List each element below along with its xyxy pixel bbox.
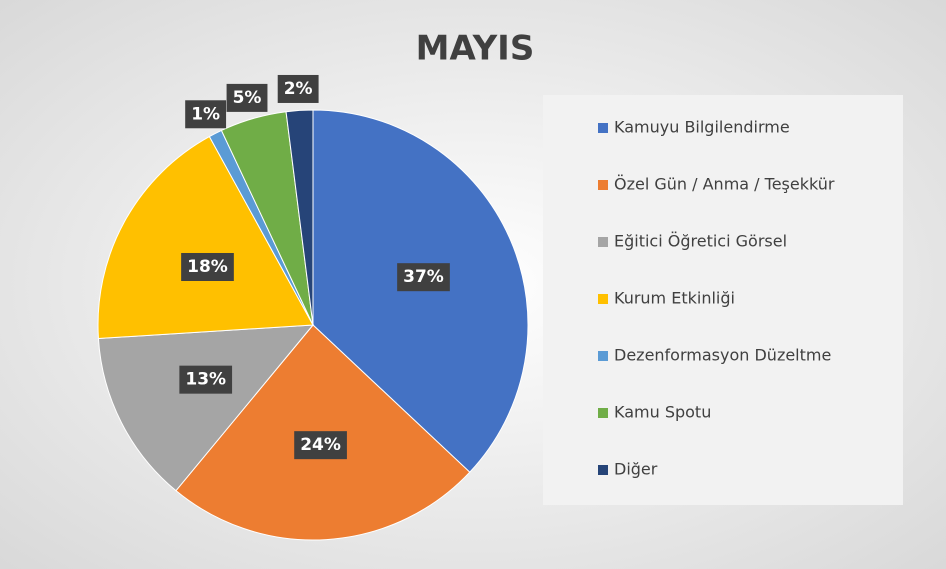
data-label-box xyxy=(294,431,347,460)
data-label-box xyxy=(226,83,268,112)
data-label: 13% xyxy=(185,370,226,390)
legend-swatch xyxy=(598,408,608,418)
pie-slice xyxy=(285,109,314,326)
data-label: 2% xyxy=(284,79,313,99)
legend-label: Eğitici Öğretici Görsel xyxy=(614,232,787,251)
data-label-box xyxy=(181,252,234,281)
legend-swatch xyxy=(598,237,608,247)
chart-title: MAYIS xyxy=(416,29,535,69)
data-label: 24% xyxy=(300,435,341,455)
legend-swatch xyxy=(598,351,608,361)
data-label-box xyxy=(277,74,319,103)
data-label: 1% xyxy=(191,104,220,124)
data-label-box xyxy=(185,100,227,129)
legend-label: Diğer xyxy=(614,460,658,479)
legend-label: Kamu Spotu xyxy=(614,403,711,422)
legend-label: Dezenformasyon Düzeltme xyxy=(614,346,831,365)
data-label: 5% xyxy=(233,88,262,108)
legend-swatch xyxy=(598,465,608,475)
legend-swatch xyxy=(598,294,608,304)
legend-label: Kamuyu Bilgilendirme xyxy=(614,118,790,137)
legend-swatch xyxy=(598,123,608,133)
pie-slice xyxy=(97,324,315,492)
legend-label: Kurum Etkinliği xyxy=(614,289,735,308)
legend-swatch xyxy=(598,180,608,190)
legend-label: Özel Gün / Anma / Teşekkür xyxy=(614,175,835,194)
data-label-box xyxy=(179,365,233,394)
data-label: 37% xyxy=(403,267,444,287)
data-label: 18% xyxy=(187,257,228,277)
data-label-box xyxy=(397,263,450,292)
pie-slice xyxy=(97,135,314,340)
